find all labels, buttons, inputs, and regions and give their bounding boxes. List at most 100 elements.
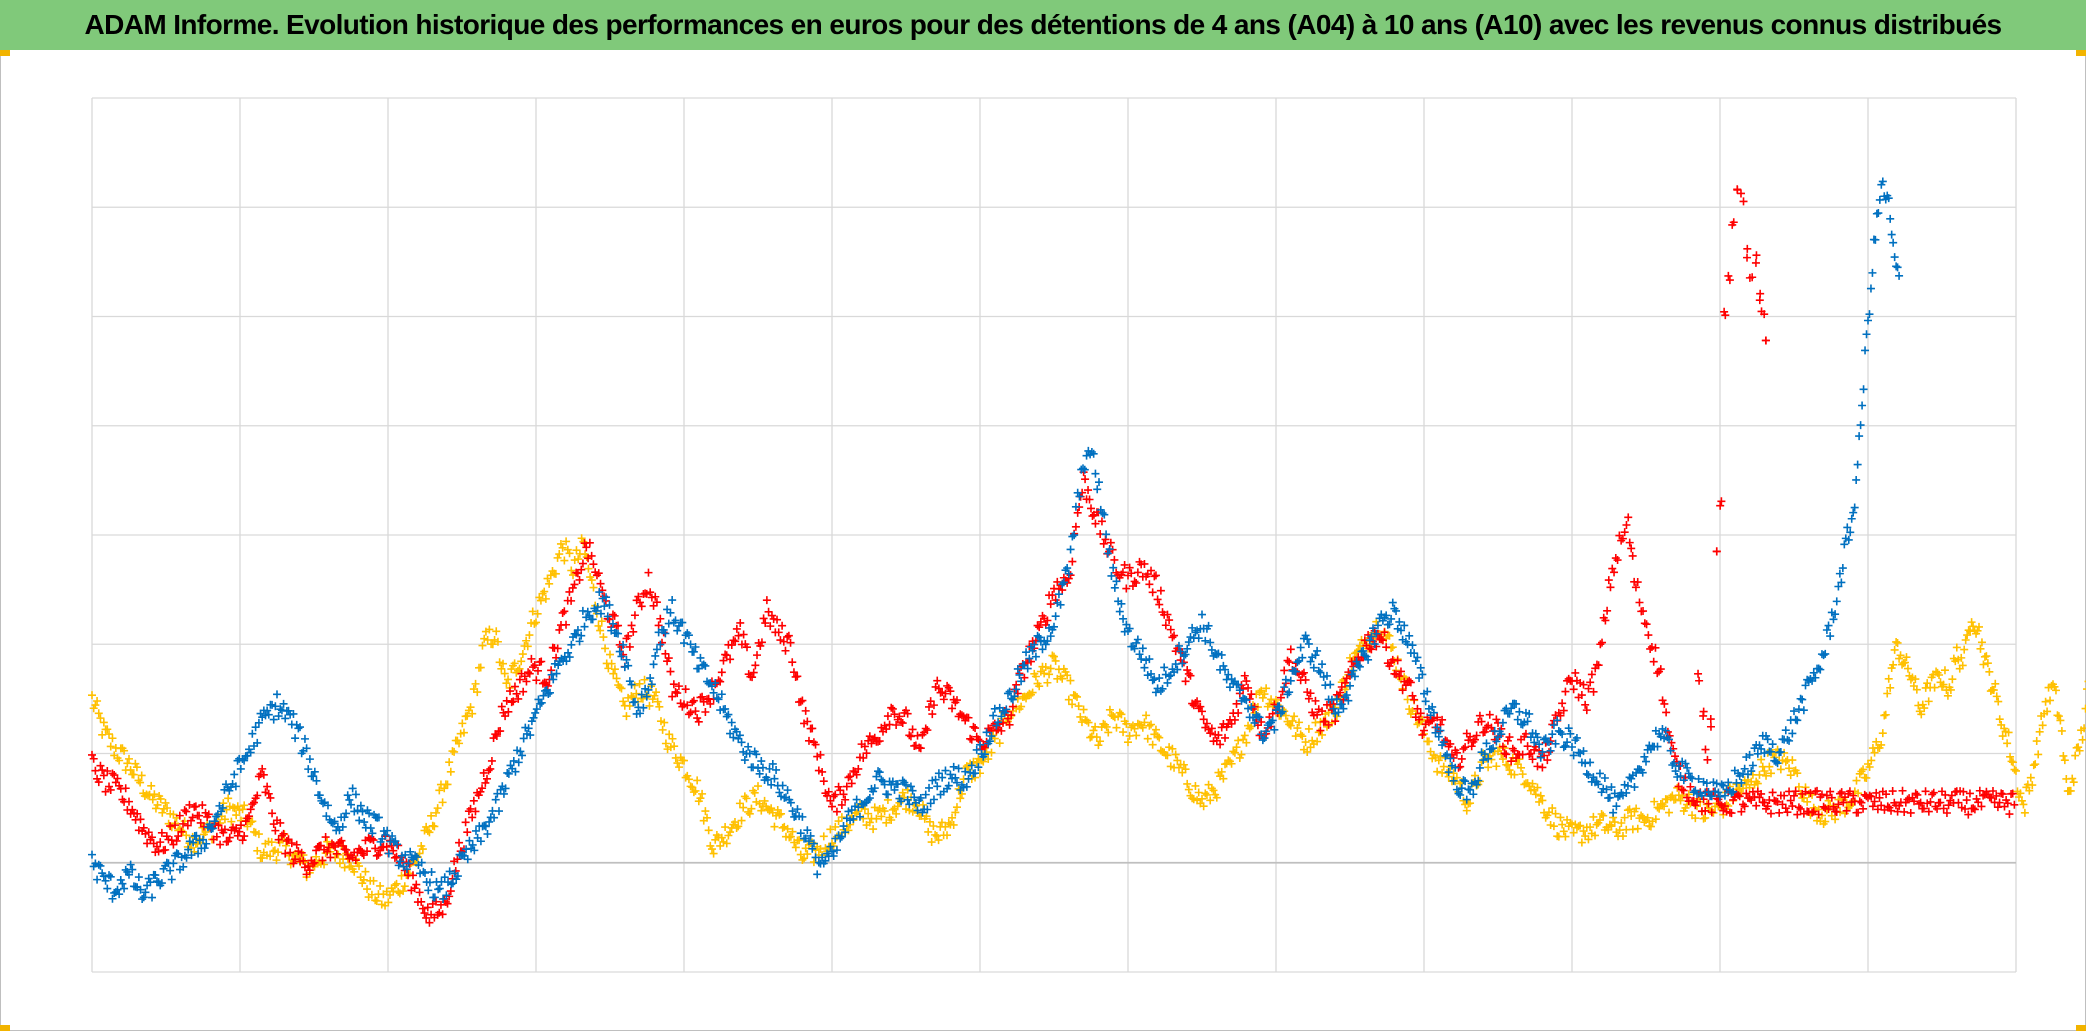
data-point: [167, 875, 176, 884]
data-point: [929, 821, 938, 830]
data-point: [1156, 586, 1165, 595]
data-point: [1658, 696, 1667, 705]
data-point: [1332, 695, 1341, 704]
data-point: [1105, 545, 1114, 554]
data-point: [1761, 336, 1770, 345]
data-point: [1834, 582, 1843, 591]
data-point: [1250, 718, 1259, 727]
data-point: [1854, 808, 1863, 817]
data-point: [927, 838, 936, 847]
data-point: [294, 724, 303, 733]
data-point: [1589, 812, 1598, 821]
data-point: [1071, 522, 1080, 531]
data-point: [402, 865, 411, 874]
data-point: [818, 767, 827, 776]
data-point: [2006, 752, 2015, 761]
data-point: [1631, 583, 1640, 592]
data-point: [430, 893, 439, 902]
data-point: [506, 687, 515, 696]
data-point: [1498, 718, 1507, 727]
data-point: [1181, 677, 1190, 686]
data-point: [816, 750, 825, 759]
data-point: [1418, 670, 1427, 679]
data-point: [1535, 740, 1544, 749]
data-point: [1288, 716, 1297, 725]
data-point: [796, 697, 805, 706]
data-point: [666, 608, 675, 617]
data-point: [93, 697, 102, 706]
data-point: [791, 843, 800, 852]
data-point: [1646, 644, 1655, 653]
data-point: [691, 643, 700, 652]
data-point: [624, 661, 633, 670]
data-point: [2046, 696, 2055, 705]
data-point: [430, 822, 439, 831]
data-point: [1660, 699, 1669, 708]
data-point: [1929, 788, 1938, 797]
data-point: [1650, 797, 1659, 806]
data-point: [1303, 747, 1312, 756]
data-point: [1594, 780, 1603, 789]
data-point: [1214, 731, 1223, 740]
data-point: [1268, 716, 1277, 725]
data-point: [1230, 715, 1239, 724]
data-point: [98, 766, 107, 775]
data-point: [686, 640, 695, 649]
data-point: [525, 669, 534, 678]
data-point: [604, 664, 613, 673]
data-point: [323, 847, 332, 856]
data-point: [1662, 708, 1671, 717]
data-point: [309, 772, 318, 781]
data-point: [668, 596, 677, 605]
data-point: [1551, 809, 1560, 818]
data-point: [446, 887, 455, 896]
data-point: [2019, 800, 2028, 809]
data-point: [1272, 695, 1280, 704]
data-point: [934, 769, 943, 778]
data-point: [204, 810, 213, 819]
data-point: [1625, 538, 1634, 547]
data-point: [254, 718, 263, 727]
data-point: [846, 772, 855, 781]
data-point: [1341, 678, 1350, 687]
data-point: [1155, 674, 1164, 683]
data-point: [98, 730, 107, 739]
data-point: [1589, 773, 1598, 782]
data-point: [1584, 835, 1593, 844]
data-point: [99, 771, 108, 780]
data-point: [1935, 670, 1944, 679]
data-point: [316, 841, 325, 850]
data-point: [1240, 671, 1249, 680]
data-point: [366, 824, 375, 833]
data-point: [2038, 721, 2047, 730]
data-point: [305, 866, 314, 875]
data-point: [2026, 773, 2035, 782]
data-point: [1548, 804, 1557, 813]
data-point: [596, 579, 605, 588]
data-point: [1181, 765, 1190, 774]
data-point: [1224, 670, 1233, 679]
data-point: [2028, 781, 2037, 790]
data-point: [656, 614, 665, 623]
data-point: [1528, 779, 1537, 788]
data-point: [1035, 682, 1044, 691]
data-point: [664, 654, 673, 663]
data-point: [150, 790, 159, 799]
data-point: [1410, 695, 1419, 704]
data-point: [471, 826, 480, 835]
data-point: [1393, 656, 1402, 665]
data-point: [1313, 737, 1322, 746]
data-point: [1258, 693, 1267, 702]
data-point: [1725, 276, 1734, 285]
data-point: [577, 565, 586, 574]
data-point: [1973, 626, 1982, 635]
data-point: [291, 855, 300, 864]
data-point: [1607, 822, 1616, 831]
data-point: [389, 846, 398, 855]
data-point: [347, 800, 355, 809]
data-point: [1337, 700, 1346, 709]
data-point: [1604, 576, 1613, 585]
data-point: [108, 769, 117, 778]
data-point: [1681, 759, 1690, 768]
data-point: [1369, 624, 1378, 633]
